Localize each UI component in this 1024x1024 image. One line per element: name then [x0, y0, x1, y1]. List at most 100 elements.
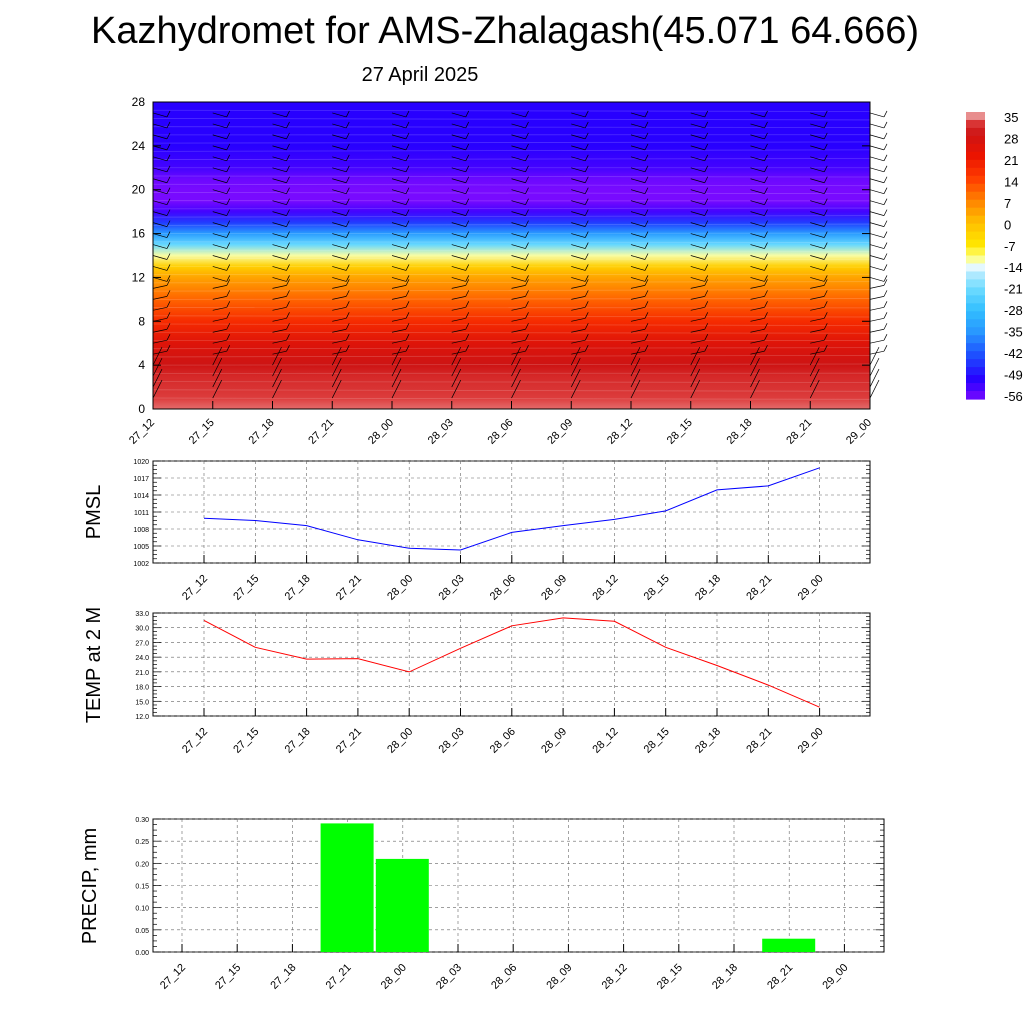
heatmap-x-tick-label: 27_18: [247, 417, 277, 447]
precip-y-tick-label: 0.00: [135, 950, 149, 957]
colorbar-swatch: [966, 135, 985, 145]
heatmap-y-tick-label: 20: [132, 183, 146, 197]
temp-y-tick-label: 21.0: [135, 670, 149, 677]
precip-x-tick-label: 28_03: [434, 962, 464, 992]
temp-x-tick-label: 28_18: [693, 726, 723, 756]
temp-x-tick-label: 27_21: [334, 726, 364, 756]
temp-frame: [152, 612, 871, 717]
pmsl-y-axis-label: PMSL: [83, 485, 105, 539]
colorbar-swatch: [966, 367, 985, 376]
heatmap-contour: [152, 126, 871, 128]
colorbar-label: 21: [1004, 153, 1018, 168]
precip-x-tick-label: 28_18: [710, 962, 740, 992]
heatmap-contour: [152, 289, 871, 292]
precip-bar: [762, 938, 816, 952]
pmsl-x-tick-label: 28_12: [590, 573, 620, 603]
colorbar-swatch: [966, 151, 985, 161]
precip-x-tick-label: 28_21: [765, 962, 795, 992]
pmsl-y-tick-label: 1017: [133, 476, 149, 483]
heatmap-x-tick-label: 28_18: [725, 417, 755, 447]
pmsl-x-tick-label: 27_15: [231, 573, 261, 603]
precip-y-tick-label: 0.30: [135, 817, 149, 824]
temp-x-tick-label: 28_03: [437, 726, 467, 756]
heatmap-contour: [152, 118, 871, 121]
pmsl-x-tick-label: 28_18: [693, 573, 723, 603]
colorbar-label: 7: [1004, 196, 1011, 211]
heatmap-contour: [152, 183, 871, 187]
colorbar-swatch: [966, 375, 985, 384]
pmsl-x-tick-label: 28_00: [385, 573, 415, 603]
heatmap-x-tick-label: 28_12: [605, 417, 635, 447]
precip-y-axis-label: PRECIP, mm: [79, 828, 101, 944]
colorbar-swatch: [966, 159, 985, 169]
pmsl-x-tick-label: 27_21: [334, 573, 364, 603]
colorbar-swatch: [966, 112, 985, 121]
colorbar-swatch: [966, 183, 985, 193]
heatmap-y-tick-label: 28: [132, 95, 146, 109]
colorbar-swatch: [966, 215, 985, 225]
temp-x-tick-label: 27_18: [283, 726, 313, 756]
heatmap-contour: [152, 192, 871, 195]
heatmap-y-tick-label: 4: [138, 358, 145, 372]
heatmap-y-tick-label: 12: [132, 270, 146, 284]
heatmap-x-tick-label: 27_12: [127, 417, 157, 447]
temp-y-tick-label: 18.0: [135, 685, 149, 692]
temp-y-tick-label: 12.0: [135, 714, 149, 721]
colorbar-swatch: [966, 231, 985, 241]
colorbar-swatch: [966, 303, 985, 312]
temp-y-tick-label: 24.0: [135, 655, 149, 662]
heatmap-y-tick-label: 0: [138, 402, 145, 416]
temp-y-tick-label: 30.0: [135, 626, 149, 633]
pmsl-x-tick-label: 28_03: [437, 573, 467, 603]
pmsl-x-tick-label: 28_15: [642, 573, 672, 603]
heatmap-contour: [152, 355, 871, 358]
colorbar-swatch: [966, 127, 985, 137]
precip-y-tick-label: 0.10: [135, 906, 149, 913]
temp-x-tick-label: 29_00: [796, 726, 826, 756]
colorbar-swatch: [966, 199, 985, 209]
colorbar-swatch: [966, 335, 985, 344]
pmsl-x-tick-label: 29_00: [796, 573, 826, 603]
colorbar-swatch: [966, 255, 985, 265]
heatmap-contour: [152, 207, 871, 210]
heatmap-x-tick-label: 29_00: [844, 417, 874, 447]
colorbar-swatch: [966, 383, 985, 392]
temp-x-tick-label: 28_00: [385, 726, 415, 756]
colorbar-label: -7: [1004, 239, 1016, 254]
heatmap-contour: [152, 215, 871, 218]
temp-x-tick-label: 28_12: [590, 726, 620, 756]
colorbar-label: 35: [1004, 110, 1018, 125]
precip-x-tick-label: 27_21: [324, 962, 354, 992]
colorbar-label: -35: [1004, 325, 1023, 340]
colorbar-swatch: [966, 391, 985, 400]
precip-x-tick-label: 27_12: [158, 962, 188, 992]
colorbar-swatch: [966, 247, 985, 257]
pmsl-y-tick-label: 1008: [133, 527, 149, 534]
precip-bar: [375, 858, 429, 952]
colorbar-swatch: [966, 343, 985, 352]
pmsl-y-tick-label: 1005: [133, 544, 149, 551]
temp-x-tick-label: 28_15: [642, 726, 672, 756]
colorbar-swatch: [966, 359, 985, 368]
colorbar-swatch: [966, 119, 985, 129]
colorbar-label: 14: [1004, 174, 1018, 189]
precip-bar: [320, 823, 374, 952]
precip-x-tick-label: 29_00: [820, 962, 850, 992]
colorbar-swatch: [966, 295, 985, 304]
pmsl-x-tick-label: 27_12: [180, 573, 210, 603]
precip-y-tick-label: 0.25: [135, 839, 149, 846]
colorbar-swatch: [966, 263, 985, 273]
temp-x-tick-label: 27_12: [180, 726, 210, 756]
precip-x-tick-label: 28_00: [379, 962, 409, 992]
heatmap-y-tick-label: 24: [132, 139, 146, 153]
colorbar-label: -56: [1004, 389, 1023, 404]
temp-x-tick-label: 28_09: [539, 726, 569, 756]
colorbar-label: -49: [1004, 368, 1023, 383]
colorbar-swatch: [966, 143, 985, 153]
temp-x-tick-label: 27_15: [231, 726, 261, 756]
colorbar-swatch: [966, 279, 985, 288]
temp-series-line: [203, 617, 820, 708]
heatmap-x-tick-label: 28_00: [366, 417, 396, 447]
page-subtitle: 27 April 2025: [361, 64, 479, 86]
